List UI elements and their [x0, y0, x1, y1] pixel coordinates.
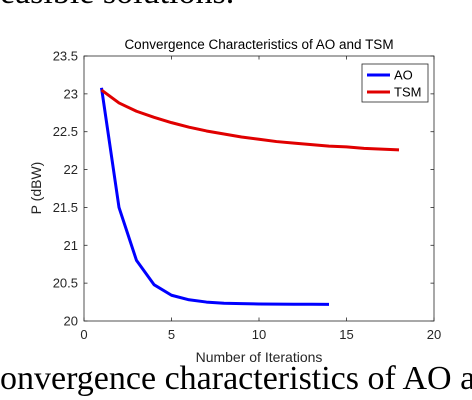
x-tick-label: 20	[427, 327, 441, 342]
x-tick-label: 10	[252, 327, 266, 342]
x-tick-label: 0	[80, 327, 87, 342]
x-axis-label: Number of Iterations	[196, 349, 323, 365]
series-line-ao	[100, 87, 330, 306]
paper-text-below: onvergence characteristics of AO a	[0, 360, 472, 397]
y-tick-label: 21	[64, 238, 78, 253]
y-tick-label: 23.5	[53, 49, 78, 64]
y-tick-label: 22	[64, 162, 78, 177]
y-tick-label: 20	[64, 314, 78, 329]
y-tick-label: 23	[64, 86, 78, 101]
y-axis-label: P (dBW)	[28, 162, 44, 215]
chart-title: Convergence Characteristics of AO and TS…	[124, 37, 393, 52]
paper-text-above: easible solutions.	[0, 0, 234, 12]
legend: AO TSM	[361, 63, 429, 103]
legend-box	[361, 63, 429, 103]
legend-label-ao: AO	[394, 68, 413, 83]
x-tick-label: 15	[339, 327, 353, 342]
y-tick-label: 21.5	[53, 200, 78, 215]
series-line-tsm	[100, 88, 400, 152]
y-tick-label: 22.5	[53, 124, 78, 139]
legend-label-tsm: TSM	[394, 85, 421, 100]
y-tick-label: 20.5	[53, 276, 78, 291]
x-tick-label: 5	[168, 327, 175, 342]
